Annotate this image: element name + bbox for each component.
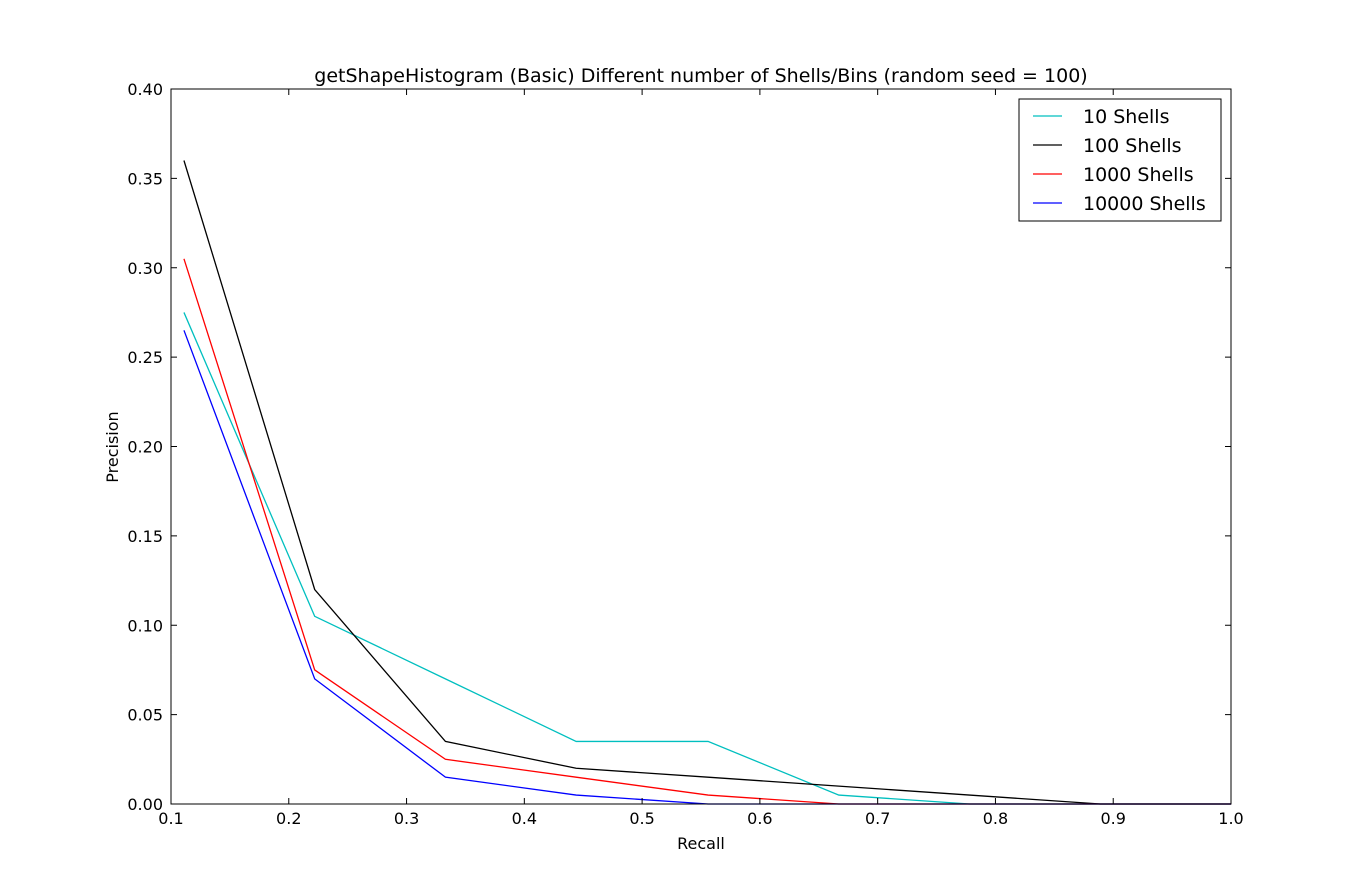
ticks-layer: 0.1 0.2 0.3 0.4 0.5 0.6 0.7 0.8 0.9 1.0 0.00 0.05 0.… [127,80,1243,828]
legend-box [1018,98,1222,222]
plot-frame [170,88,1232,805]
y-tick-label: 0.00 [127,795,163,814]
y-tick-label: 0.05 [127,706,163,725]
x-tick-label: 0.8 [983,809,1008,828]
x-axis-title: Recall [677,834,725,853]
legend-label: 1000 Shells [1083,164,1194,186]
y-tick-label: 0.40 [127,80,163,99]
y-axis-title: Precision [103,411,122,482]
x-tick-label: 0.4 [512,809,537,828]
x-tick-label: 0.3 [394,809,419,828]
chart-title: getShapeHistogram (Basic) Different numb… [314,65,1087,87]
y-tick-label: 0.10 [127,616,163,635]
legend-label: 100 Shells [1083,135,1182,157]
y-tick-label: 0.25 [127,348,163,367]
x-tick-label: 0.9 [1100,809,1125,828]
x-tick-label: 0.2 [276,809,301,828]
legend-label: 10 Shells [1083,106,1169,128]
legend-label: 10000 Shells [1083,193,1206,215]
y-tick-label: 0.30 [127,259,163,278]
y-tick-label: 0.15 [127,527,163,546]
x-tick-label: 1.0 [1218,809,1243,828]
series-line [183,160,1231,805]
x-tick-label: 0.5 [629,809,654,828]
legend: 10 Shells 100 Shells 1000 Shells 10000 Shel… [1018,98,1222,222]
x-tick-label: 0.1 [158,809,183,828]
x-tick-label: 0.6 [747,809,772,828]
x-tick-label: 0.7 [865,809,890,828]
y-tick-label: 0.20 [127,438,163,457]
y-tick-label: 0.35 [127,169,163,188]
